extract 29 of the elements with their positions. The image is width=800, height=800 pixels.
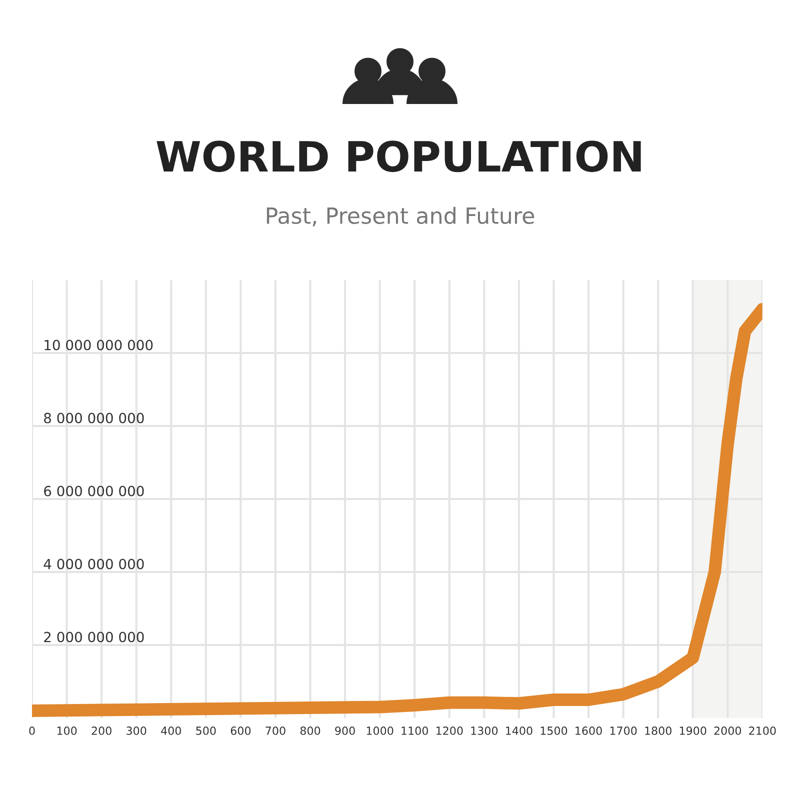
chart-subtitle: Past, Present and Future bbox=[266, 206, 534, 226]
x-tick-label: 1100 bbox=[402, 726, 428, 735]
x-tick-label: 1700 bbox=[610, 726, 637, 735]
y-tick-label: 8 000 000 000 bbox=[44, 412, 144, 424]
y-tick-label: 2 000 000 000 bbox=[44, 632, 144, 642]
chart-title: WORLD POPULATION bbox=[156, 140, 641, 172]
x-tick-label: 1500 bbox=[540, 726, 568, 735]
x-tick-label: 1300 bbox=[471, 726, 498, 735]
x-tick-label: 900 bbox=[335, 726, 355, 735]
x-tick-label: 100 bbox=[57, 726, 77, 735]
x-tick-label: 600 bbox=[230, 726, 251, 735]
x-tick-label: 1900 bbox=[680, 726, 706, 735]
x-tick-label: 1800 bbox=[645, 726, 672, 735]
x-tick-label: 1600 bbox=[576, 726, 602, 735]
x-tick-label: 1400 bbox=[506, 726, 532, 735]
x-tick-label: 200 bbox=[92, 726, 112, 735]
x-tick-label: 800 bbox=[300, 726, 320, 735]
x-tick-label: 2000 bbox=[714, 726, 742, 735]
x-tick-label: 700 bbox=[266, 726, 286, 735]
y-tick-label: 6 000 000 000 bbox=[44, 486, 144, 496]
x-tick-label: 300 bbox=[126, 726, 146, 735]
x-tick-label: 2100 bbox=[749, 726, 776, 735]
x-tick-label: 1000 bbox=[366, 726, 394, 735]
x-tick-label: 0 bbox=[29, 726, 35, 735]
y-tick-label: 10 000 000 000 bbox=[44, 340, 153, 350]
x-tick-label: 500 bbox=[196, 726, 216, 735]
x-tick-label: 400 bbox=[161, 726, 181, 735]
x-tick-label: 1200 bbox=[436, 726, 463, 735]
y-tick-label: 4 000 000 000 bbox=[44, 558, 144, 570]
